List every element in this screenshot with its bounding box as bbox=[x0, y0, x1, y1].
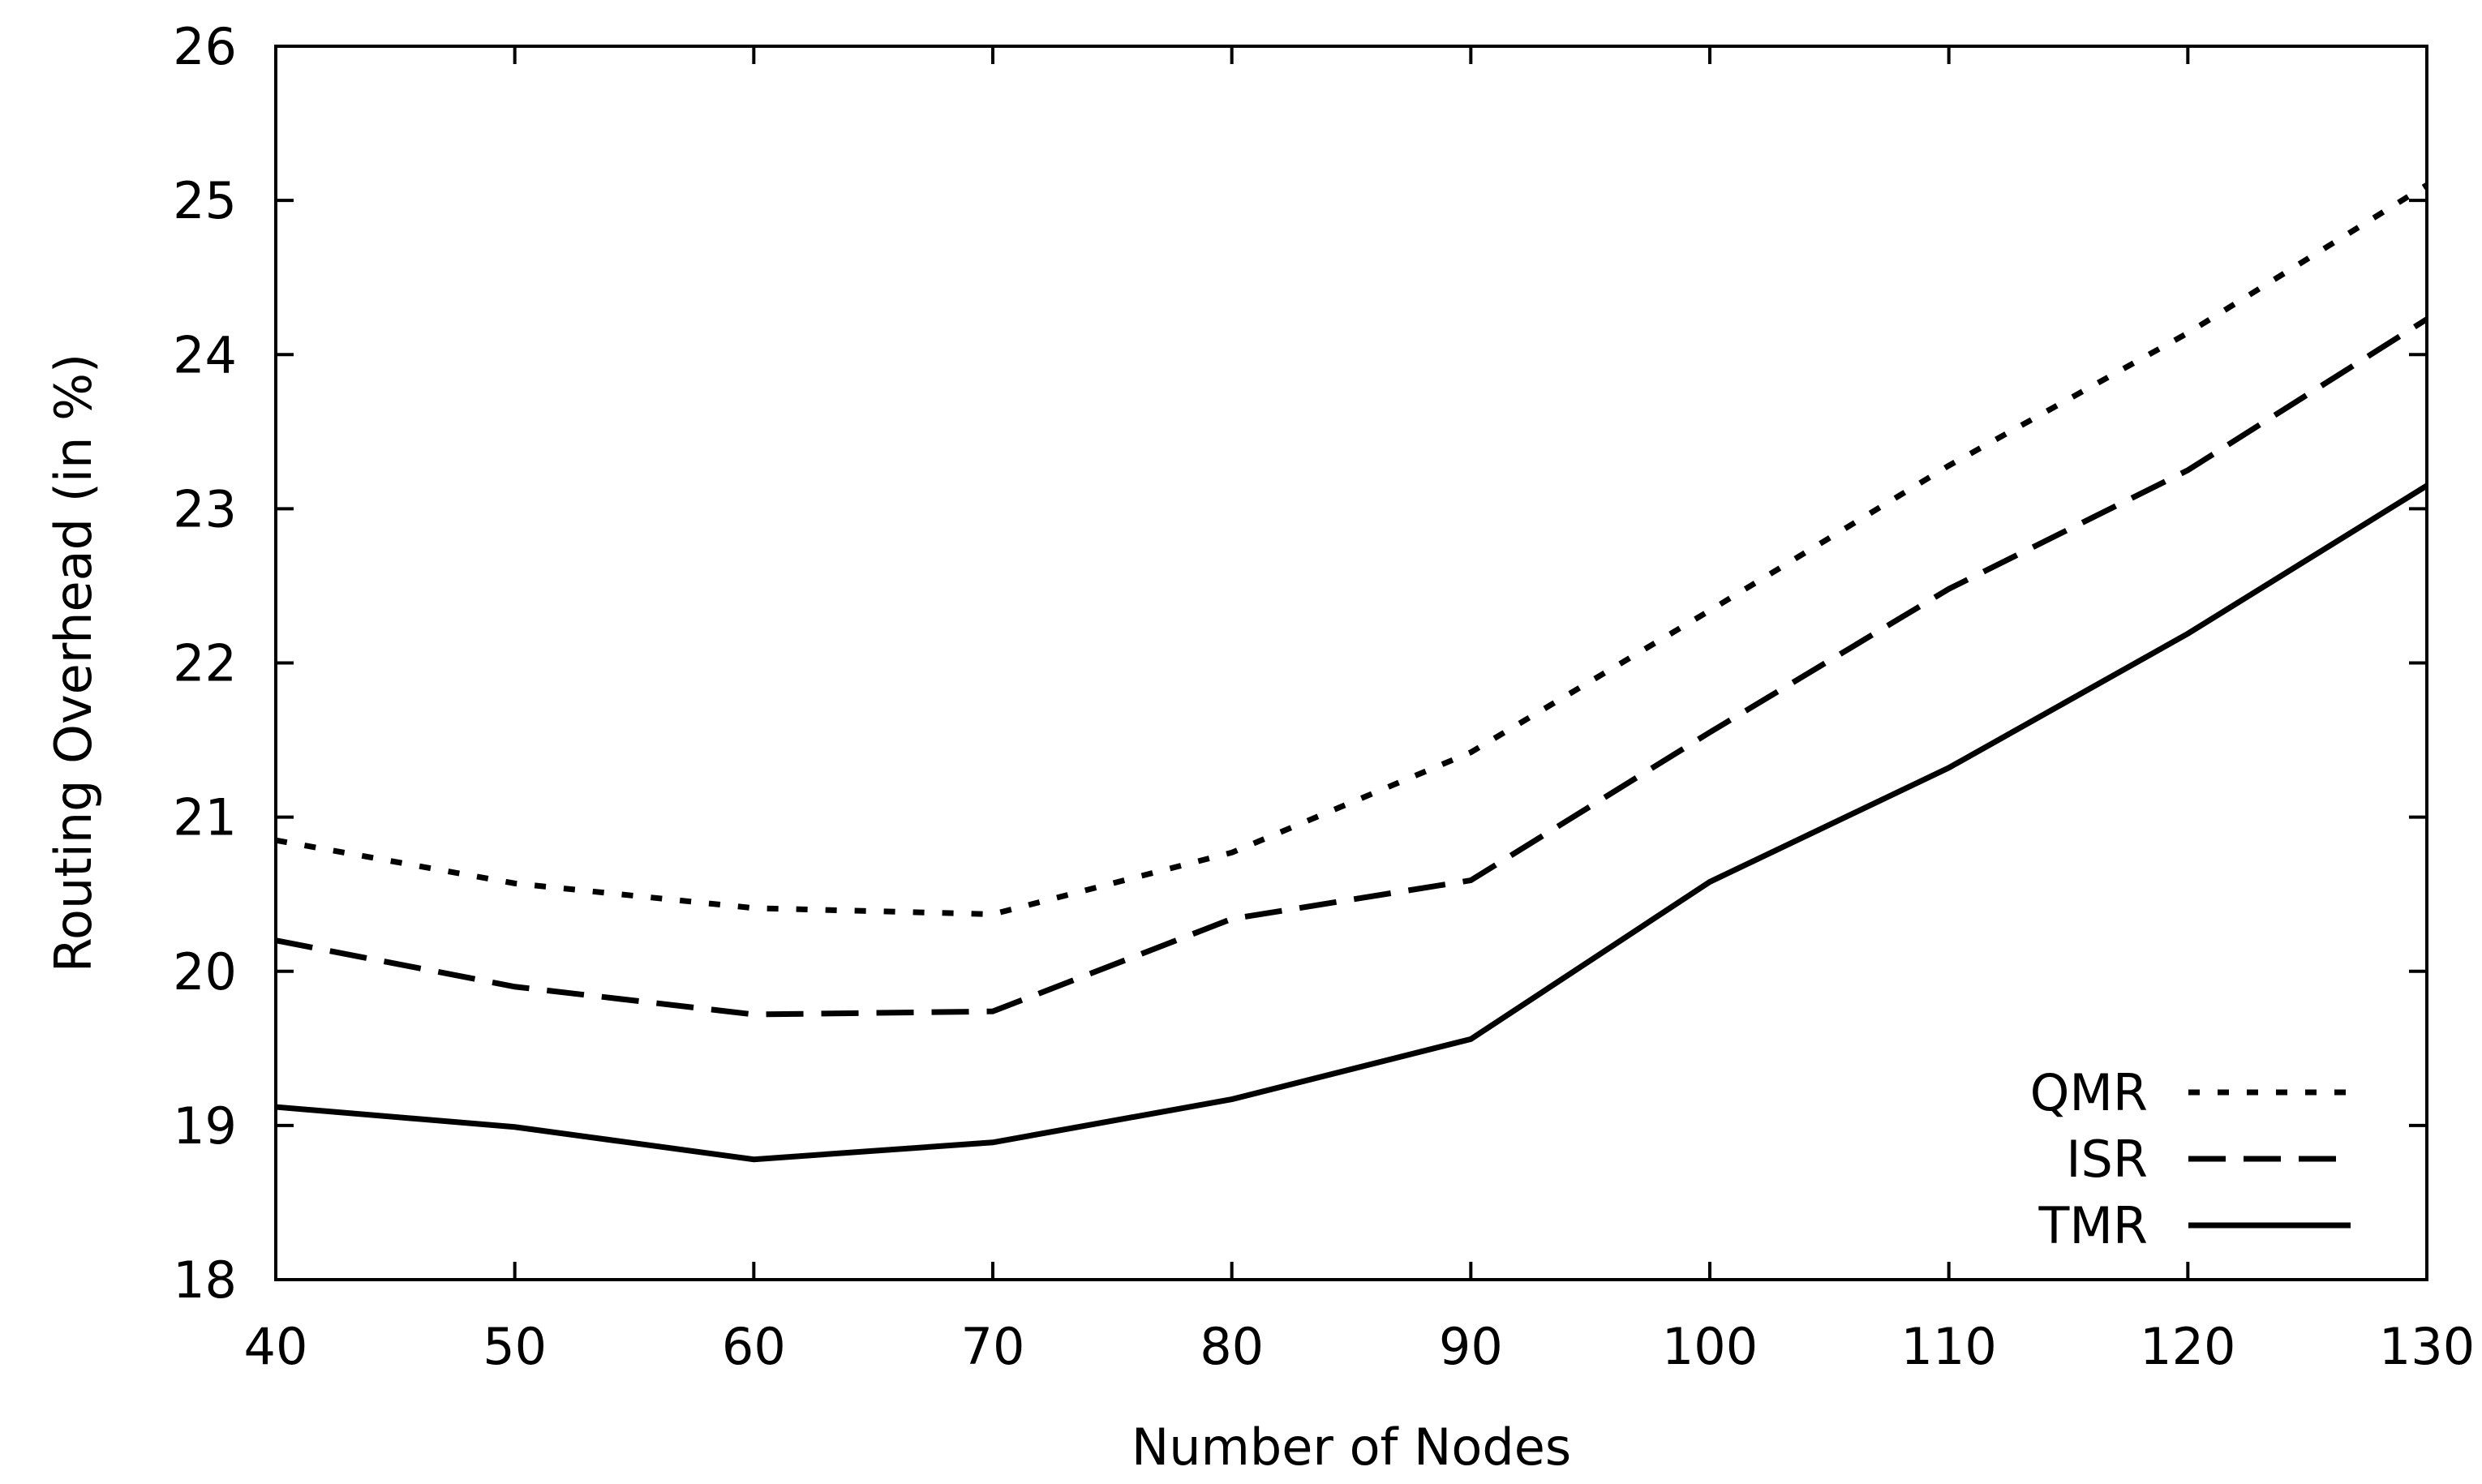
legend-label-qmr: QMR bbox=[2030, 1063, 2148, 1122]
y-tick-labels: 18 19 20 21 22 23 24 25 26 bbox=[173, 17, 237, 1310]
x-tick-label: 60 bbox=[722, 1317, 786, 1376]
x-axis-title: Number of Nodes bbox=[1132, 1418, 1571, 1477]
y-axis-title: Routing Overhead (in %) bbox=[44, 354, 103, 972]
x-tick-label: 130 bbox=[2379, 1317, 2475, 1376]
y-tick-label: 23 bbox=[173, 479, 237, 538]
y-tick-label: 26 bbox=[173, 17, 237, 76]
series-line-tmr bbox=[275, 483, 2428, 1163]
y-tick-label: 19 bbox=[173, 1096, 237, 1156]
x-tick-labels: 40 50 60 70 80 90 100 110 120 130 bbox=[244, 1317, 2476, 1376]
series-lines bbox=[275, 182, 2428, 1163]
x-tick-label: 70 bbox=[961, 1317, 1025, 1376]
legend: QMR ISR TMR bbox=[2030, 1063, 2351, 1255]
y-tick-label: 24 bbox=[173, 325, 237, 384]
y-tick-label: 25 bbox=[173, 171, 237, 230]
plot-area-frame bbox=[274, 45, 2428, 1281]
series-line-isr bbox=[275, 316, 2428, 1018]
y-tick-label: 20 bbox=[173, 942, 237, 1001]
series-line-qmr bbox=[275, 182, 2428, 917]
y-tick-label: 21 bbox=[173, 788, 237, 847]
x-tick-label: 80 bbox=[1200, 1317, 1264, 1376]
legend-label-tmr: TMR bbox=[2038, 1196, 2148, 1255]
y-tick-label: 22 bbox=[173, 634, 237, 693]
legend-label-isr: ISR bbox=[2066, 1130, 2148, 1189]
y-tick-label: 18 bbox=[173, 1250, 237, 1310]
x-tick-label: 90 bbox=[1439, 1317, 1503, 1376]
x-tick-label: 100 bbox=[1662, 1317, 1758, 1376]
x-tick-label: 110 bbox=[1900, 1317, 1996, 1376]
x-tick-label: 40 bbox=[244, 1317, 308, 1376]
x-tick-label: 50 bbox=[483, 1317, 547, 1376]
x-tick-label: 120 bbox=[2140, 1317, 2235, 1376]
